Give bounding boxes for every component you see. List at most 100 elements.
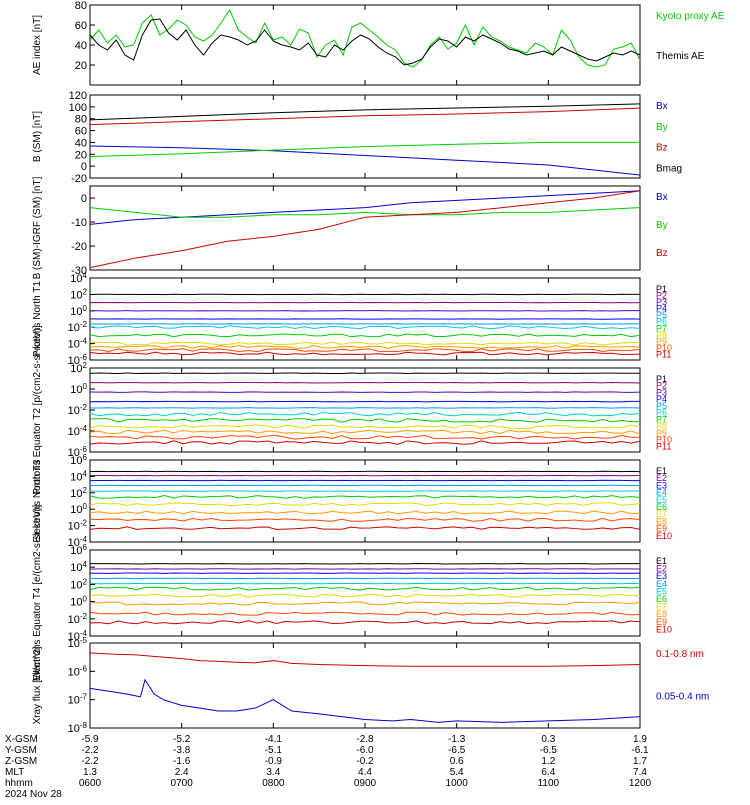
series-line-E7 [90,503,640,506]
table-cell: -6.1 [631,745,649,756]
table-cell: -5.1 [265,745,283,756]
y-tick-label: 60 [75,126,87,138]
table-cell: 2.4 [175,767,189,778]
panel-frame-b_minus_igrf [90,186,640,270]
y-tick-label: 20 [75,149,87,161]
y-tick-label: 10-2 [68,612,88,626]
table-cell: -0.9 [265,756,283,767]
series-line-P11 [90,352,640,355]
table-cell: 7.4 [633,767,647,778]
legend-label: 0.05-0.4 nm [656,692,709,703]
legend-label: By [656,220,668,231]
y-tick-label: 106 [70,543,87,557]
y-tick-label: 102 [70,287,87,301]
y-tick-label: 100 [70,304,87,318]
series-line-By [90,142,640,156]
legend-label: P11 [656,441,671,451]
legend-label: Bx [656,101,668,112]
table-cell: 0800 [262,778,285,789]
y-tick-label: 100 [70,502,87,516]
series-line-P4 [90,401,640,402]
legend-label: Bx [656,192,668,203]
table-cell: -0.2 [356,756,374,767]
series-line-Kyoto proxy AE [90,10,640,67]
series-line-P7 [90,419,640,423]
series-line-0.1-0.8 nm [90,653,640,666]
y-tick-label: 0 [81,193,87,205]
table-row-label: MLT [5,767,24,778]
series-line-Bx [90,191,640,225]
panel-frame-ae [90,5,640,85]
table-cell: -4.1 [265,734,283,745]
table-cell: 1.9 [633,734,647,745]
series-line-E8 [90,602,640,605]
y-axis-label: B (SM) [nT] [32,111,43,162]
table-cell: -5.9 [81,734,99,745]
legend-label: E10 [656,624,672,634]
y-axis-label: AE index [nT] [32,15,43,75]
y-tick-label: 104 [70,469,87,483]
legend-label: Kyoto proxy AE [656,11,725,22]
table-cell: -6.0 [356,745,374,756]
y-tick-label: 40 [75,40,87,52]
legend-label: By [656,122,668,133]
legend-label: Bz [656,143,668,154]
table-cell: 0.6 [450,756,464,767]
table-cell: 3.4 [266,767,280,778]
table-cell: -6.5 [540,745,558,756]
y-tick-label: 10-8 [68,721,88,735]
y-tick-label: 80 [75,0,87,12]
panel-frame-protons_equator_t2 [90,368,640,452]
table-cell: 6.4 [541,767,555,778]
panel-frame-electrons_north_t3 [90,460,640,542]
y-tick-label: 0 [81,161,87,173]
series-line-E10 [90,527,640,530]
series-line-Bmag [90,104,640,120]
series-line-E9 [90,612,640,615]
y-tick-label: 10-6 [68,664,88,678]
series-line-P6 [90,326,640,329]
series-line-E10 [90,621,640,624]
y-tick-label: 20 [75,60,87,72]
series-line-P10 [90,349,640,352]
table-cell: 1.7 [633,756,647,767]
y-tick-label: -20 [71,173,87,185]
y-tick-label: 100 [69,102,87,114]
series-line-P7 [90,334,640,337]
y-tick-label: -10 [71,217,87,229]
series-line-E6 [90,587,640,590]
y-tick-label: 40 [75,137,87,149]
legend-label: P11 [656,349,671,359]
table-cell: 1.2 [541,756,555,767]
y-tick-label: 10-4 [68,424,88,438]
series-line-P10 [90,435,640,439]
series-line-Bx [90,146,640,175]
table-cell: 1000 [446,778,469,789]
panel-frame-xray [90,643,640,728]
y-axis-label: Xray flux [W/m^2] [32,646,43,724]
y-tick-label: 104 [70,271,87,285]
series-line-P3 [90,392,640,393]
y-tick-label: 106 [70,453,87,467]
table-cell: 0700 [171,778,194,789]
table-cell: -2.8 [356,734,374,745]
table-cell: 1.3 [83,767,97,778]
y-tick-label: 10-2 [68,403,88,417]
y-tick-label: 102 [70,361,87,375]
table-cell: -3.8 [173,745,191,756]
series-line-P9 [90,346,640,349]
table-cell: 0900 [354,778,377,789]
legend-label: Themis AE [656,51,705,62]
y-tick-label: 102 [70,577,87,591]
series-line-P11 [90,441,640,445]
table-cell: 1200 [629,778,652,789]
y-tick-label: 102 [70,486,87,500]
y-tick-label: 10-2 [68,519,88,533]
table-cell: 1100 [538,778,560,789]
table-cell: -1.3 [448,734,466,745]
legend-label: E10 [656,531,672,541]
series-line-E8 [90,511,640,514]
series-line-E9 [90,518,640,521]
